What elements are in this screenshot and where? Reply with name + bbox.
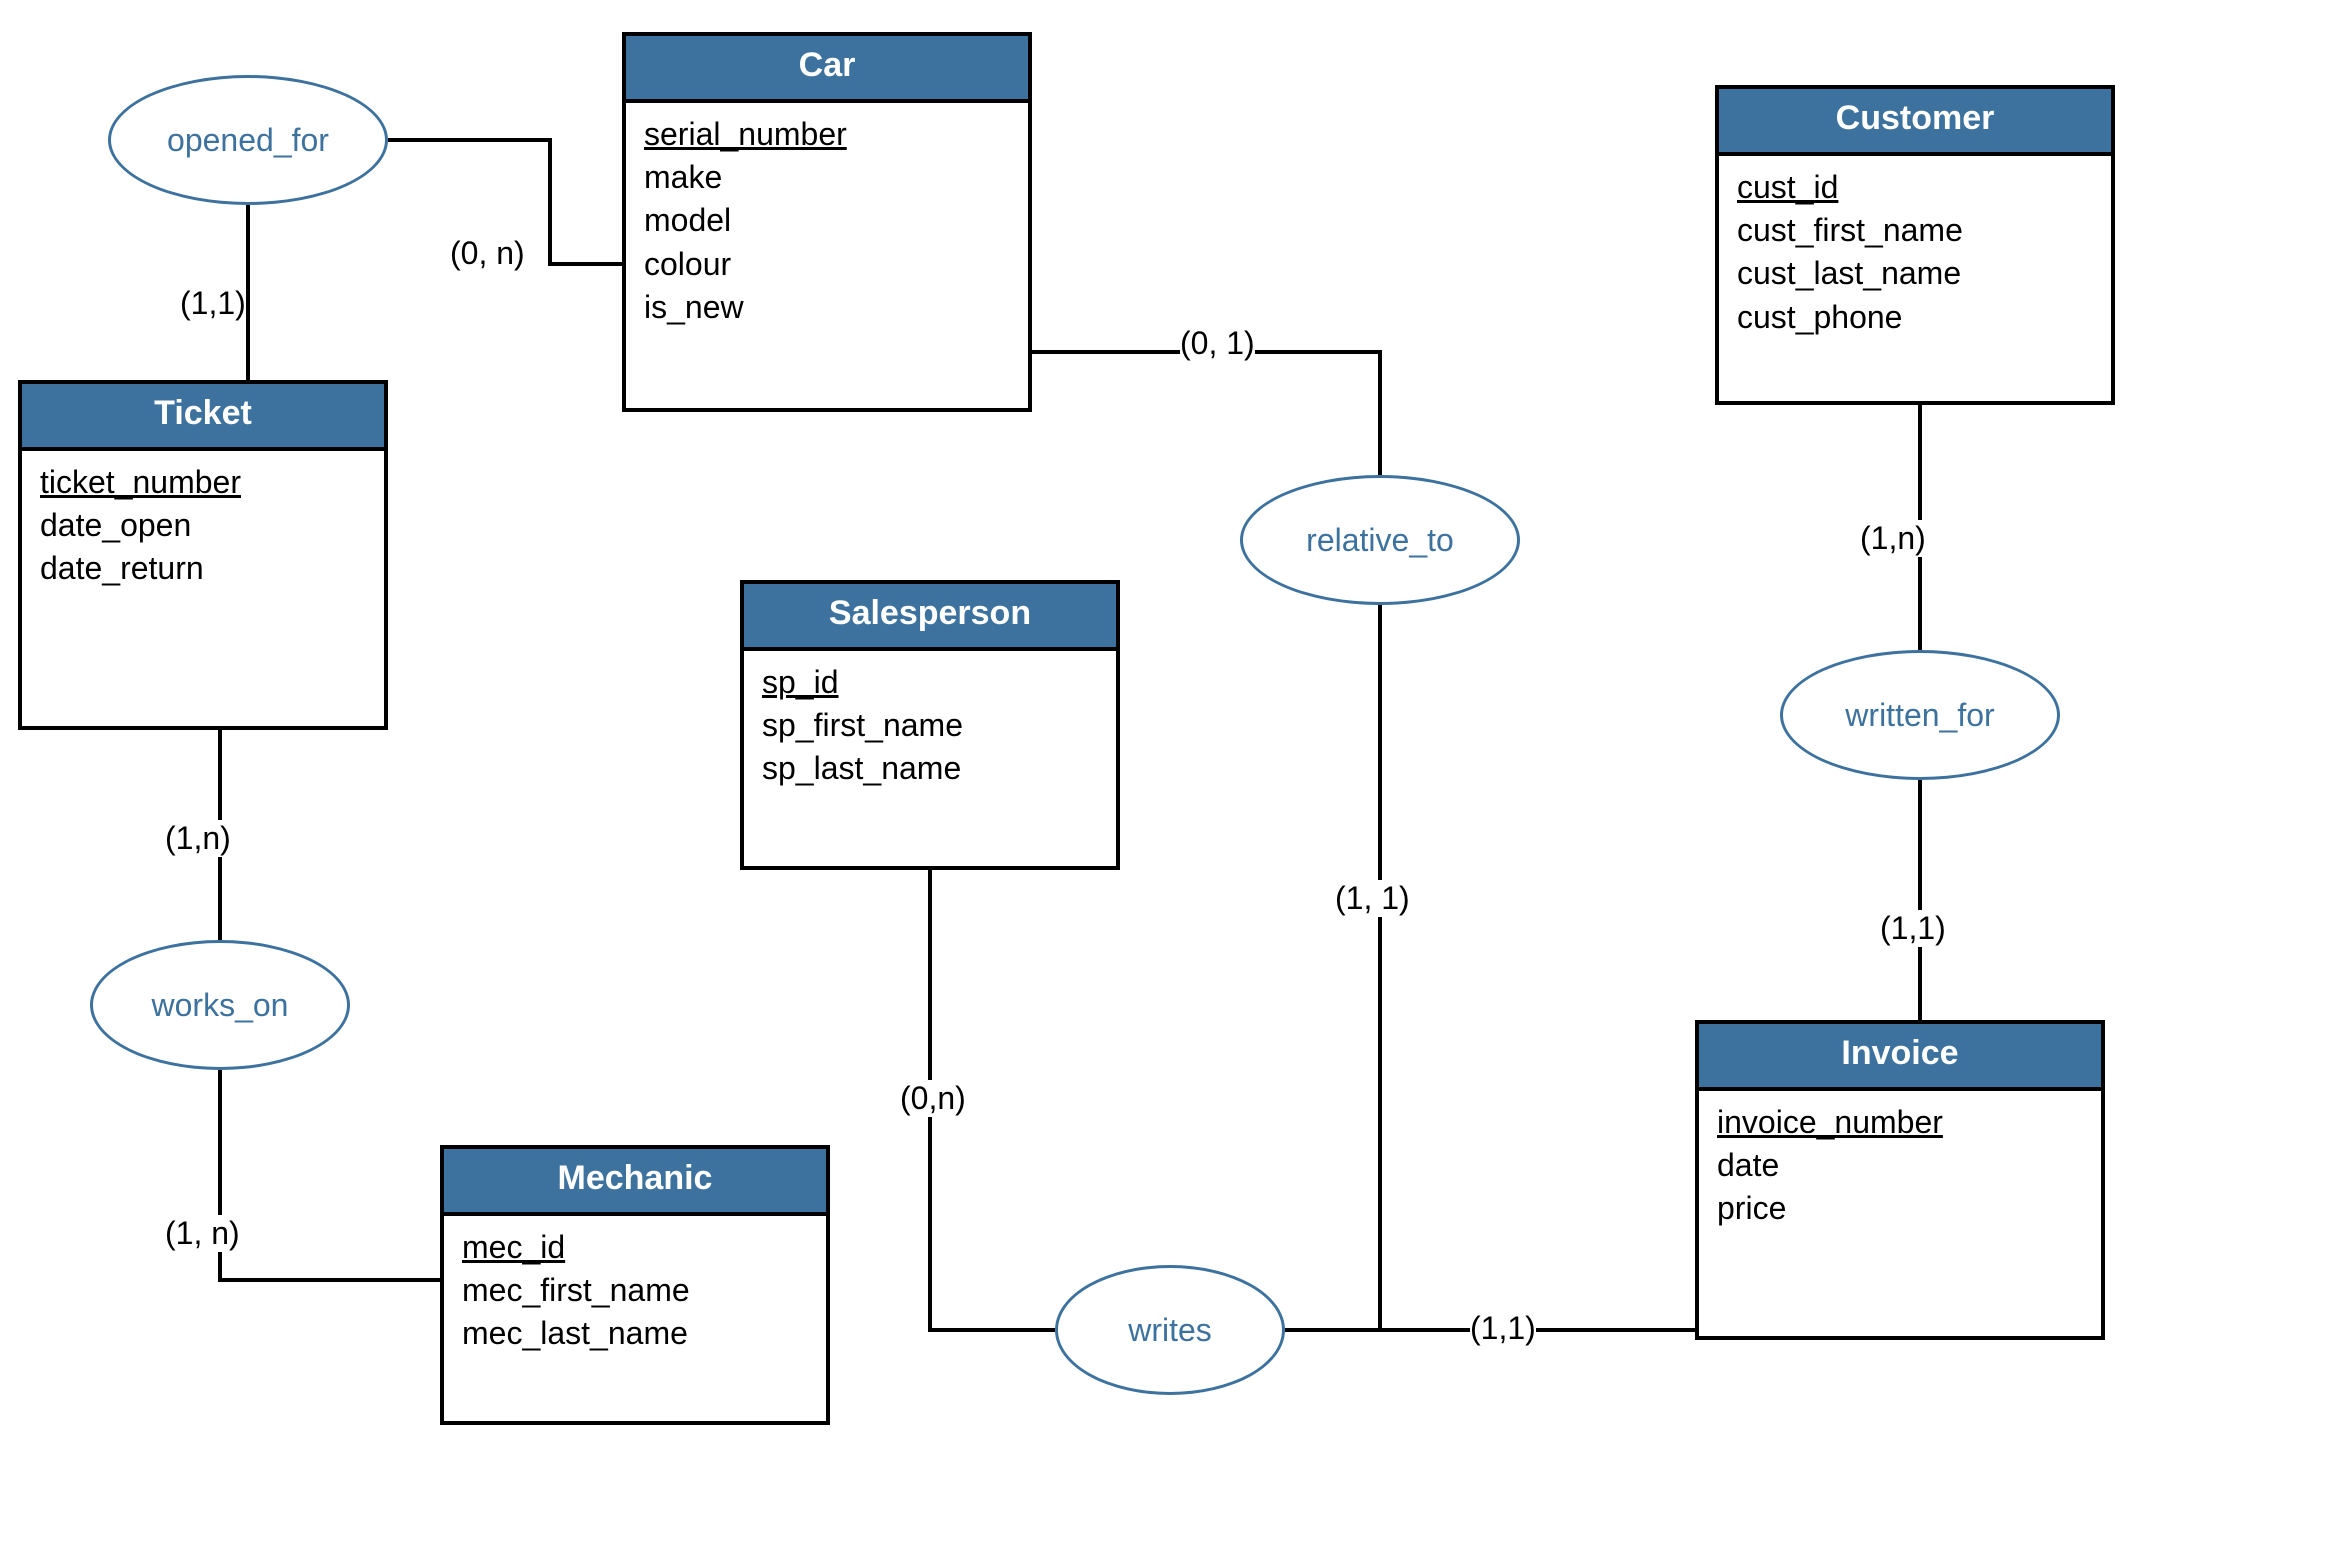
entity-ticket-attr-1: date_open (40, 504, 366, 547)
cardinality-c6: (1, 1) (1335, 880, 1410, 917)
cardinality-c8: (0,n) (900, 1080, 966, 1117)
entity-customer-attr-3: cust_phone (1737, 296, 2093, 339)
relationship-written_for-label: written_for (1845, 697, 1994, 734)
edge-e_relative_invoice (1380, 605, 1695, 1330)
entity-ticket-attr-0: ticket_number (40, 461, 366, 504)
entity-car-attr-3: colour (644, 243, 1010, 286)
relationship-opened_for: opened_for (108, 75, 388, 205)
entity-invoice-title: Invoice (1699, 1024, 2101, 1091)
entity-invoice-attr-1: date (1717, 1144, 2083, 1187)
entity-salesperson: Salespersonsp_idsp_first_namesp_last_nam… (740, 580, 1120, 870)
entity-ticket-attr-2: date_return (40, 547, 366, 590)
entity-customer-attr-2: cust_last_name (1737, 252, 2093, 295)
relationship-written_for: written_for (1780, 650, 2060, 780)
relationship-works_on: works_on (90, 940, 350, 1070)
entity-mechanic-body: mec_idmec_first_namemec_last_name (444, 1216, 826, 1374)
cardinality-c9: (1, n) (165, 1215, 240, 1252)
relationship-relative_to: relative_to (1240, 475, 1520, 605)
entity-ticket-body: ticket_numberdate_opendate_return (22, 451, 384, 609)
entity-invoice: Invoiceinvoice_numberdateprice (1695, 1020, 2105, 1340)
entity-car-body: serial_numbermakemodelcolouris_new (626, 103, 1028, 347)
entity-invoice-body: invoice_numberdateprice (1699, 1091, 2101, 1249)
relationship-relative_to-label: relative_to (1306, 522, 1454, 559)
entity-car-attr-4: is_new (644, 286, 1010, 329)
relationship-works_on-label: works_on (152, 987, 289, 1024)
entity-mechanic: Mechanicmec_idmec_first_namemec_last_nam… (440, 1145, 830, 1425)
cardinality-c5: (1,n) (165, 820, 231, 857)
edge-e_works_mechanic (220, 1070, 440, 1280)
entity-customer-attr-0: cust_id (1737, 166, 2093, 209)
entity-car-attr-0: serial_number (644, 113, 1010, 156)
entity-customer-title: Customer (1719, 89, 2111, 156)
entity-salesperson-attr-1: sp_first_name (762, 704, 1098, 747)
entity-mechanic-attr-1: mec_first_name (462, 1269, 808, 1312)
entity-car-title: Car (626, 36, 1028, 103)
entity-mechanic-title: Mechanic (444, 1149, 826, 1216)
entity-car-attr-2: model (644, 199, 1010, 242)
cardinality-c4: (1,n) (1860, 520, 1926, 557)
entity-car: Carserial_numbermakemodelcolouris_new (622, 32, 1032, 412)
entity-salesperson-attr-0: sp_id (762, 661, 1098, 704)
cardinality-c2: (1,1) (180, 285, 246, 322)
relationship-writes-label: writes (1128, 1312, 1212, 1349)
entity-mechanic-attr-2: mec_last_name (462, 1312, 808, 1355)
entity-customer: Customercust_idcust_first_namecust_last_… (1715, 85, 2115, 405)
entity-salesperson-body: sp_idsp_first_namesp_last_name (744, 651, 1116, 809)
entity-invoice-attr-2: price (1717, 1187, 2083, 1230)
relationship-opened_for-label: opened_for (167, 122, 329, 159)
entity-ticket: Ticketticket_numberdate_opendate_return (18, 380, 388, 730)
entity-customer-attr-1: cust_first_name (1737, 209, 2093, 252)
relationship-writes: writes (1055, 1265, 1285, 1395)
entity-mechanic-attr-0: mec_id (462, 1226, 808, 1269)
cardinality-c1: (0, n) (450, 235, 525, 272)
cardinality-c10: (1,1) (1470, 1310, 1536, 1347)
cardinality-c3: (0, 1) (1180, 325, 1255, 362)
entity-customer-body: cust_idcust_first_namecust_last_namecust… (1719, 156, 2111, 357)
entity-invoice-attr-0: invoice_number (1717, 1101, 2083, 1144)
cardinality-c7: (1,1) (1880, 910, 1946, 947)
entity-car-attr-1: make (644, 156, 1010, 199)
edge-e_car_relative (1032, 352, 1380, 475)
entity-ticket-title: Ticket (22, 384, 384, 451)
er-diagram-canvas: Carserial_numbermakemodelcolouris_newCus… (0, 0, 2330, 1552)
entity-salesperson-title: Salesperson (744, 584, 1116, 651)
entity-salesperson-attr-2: sp_last_name (762, 747, 1098, 790)
